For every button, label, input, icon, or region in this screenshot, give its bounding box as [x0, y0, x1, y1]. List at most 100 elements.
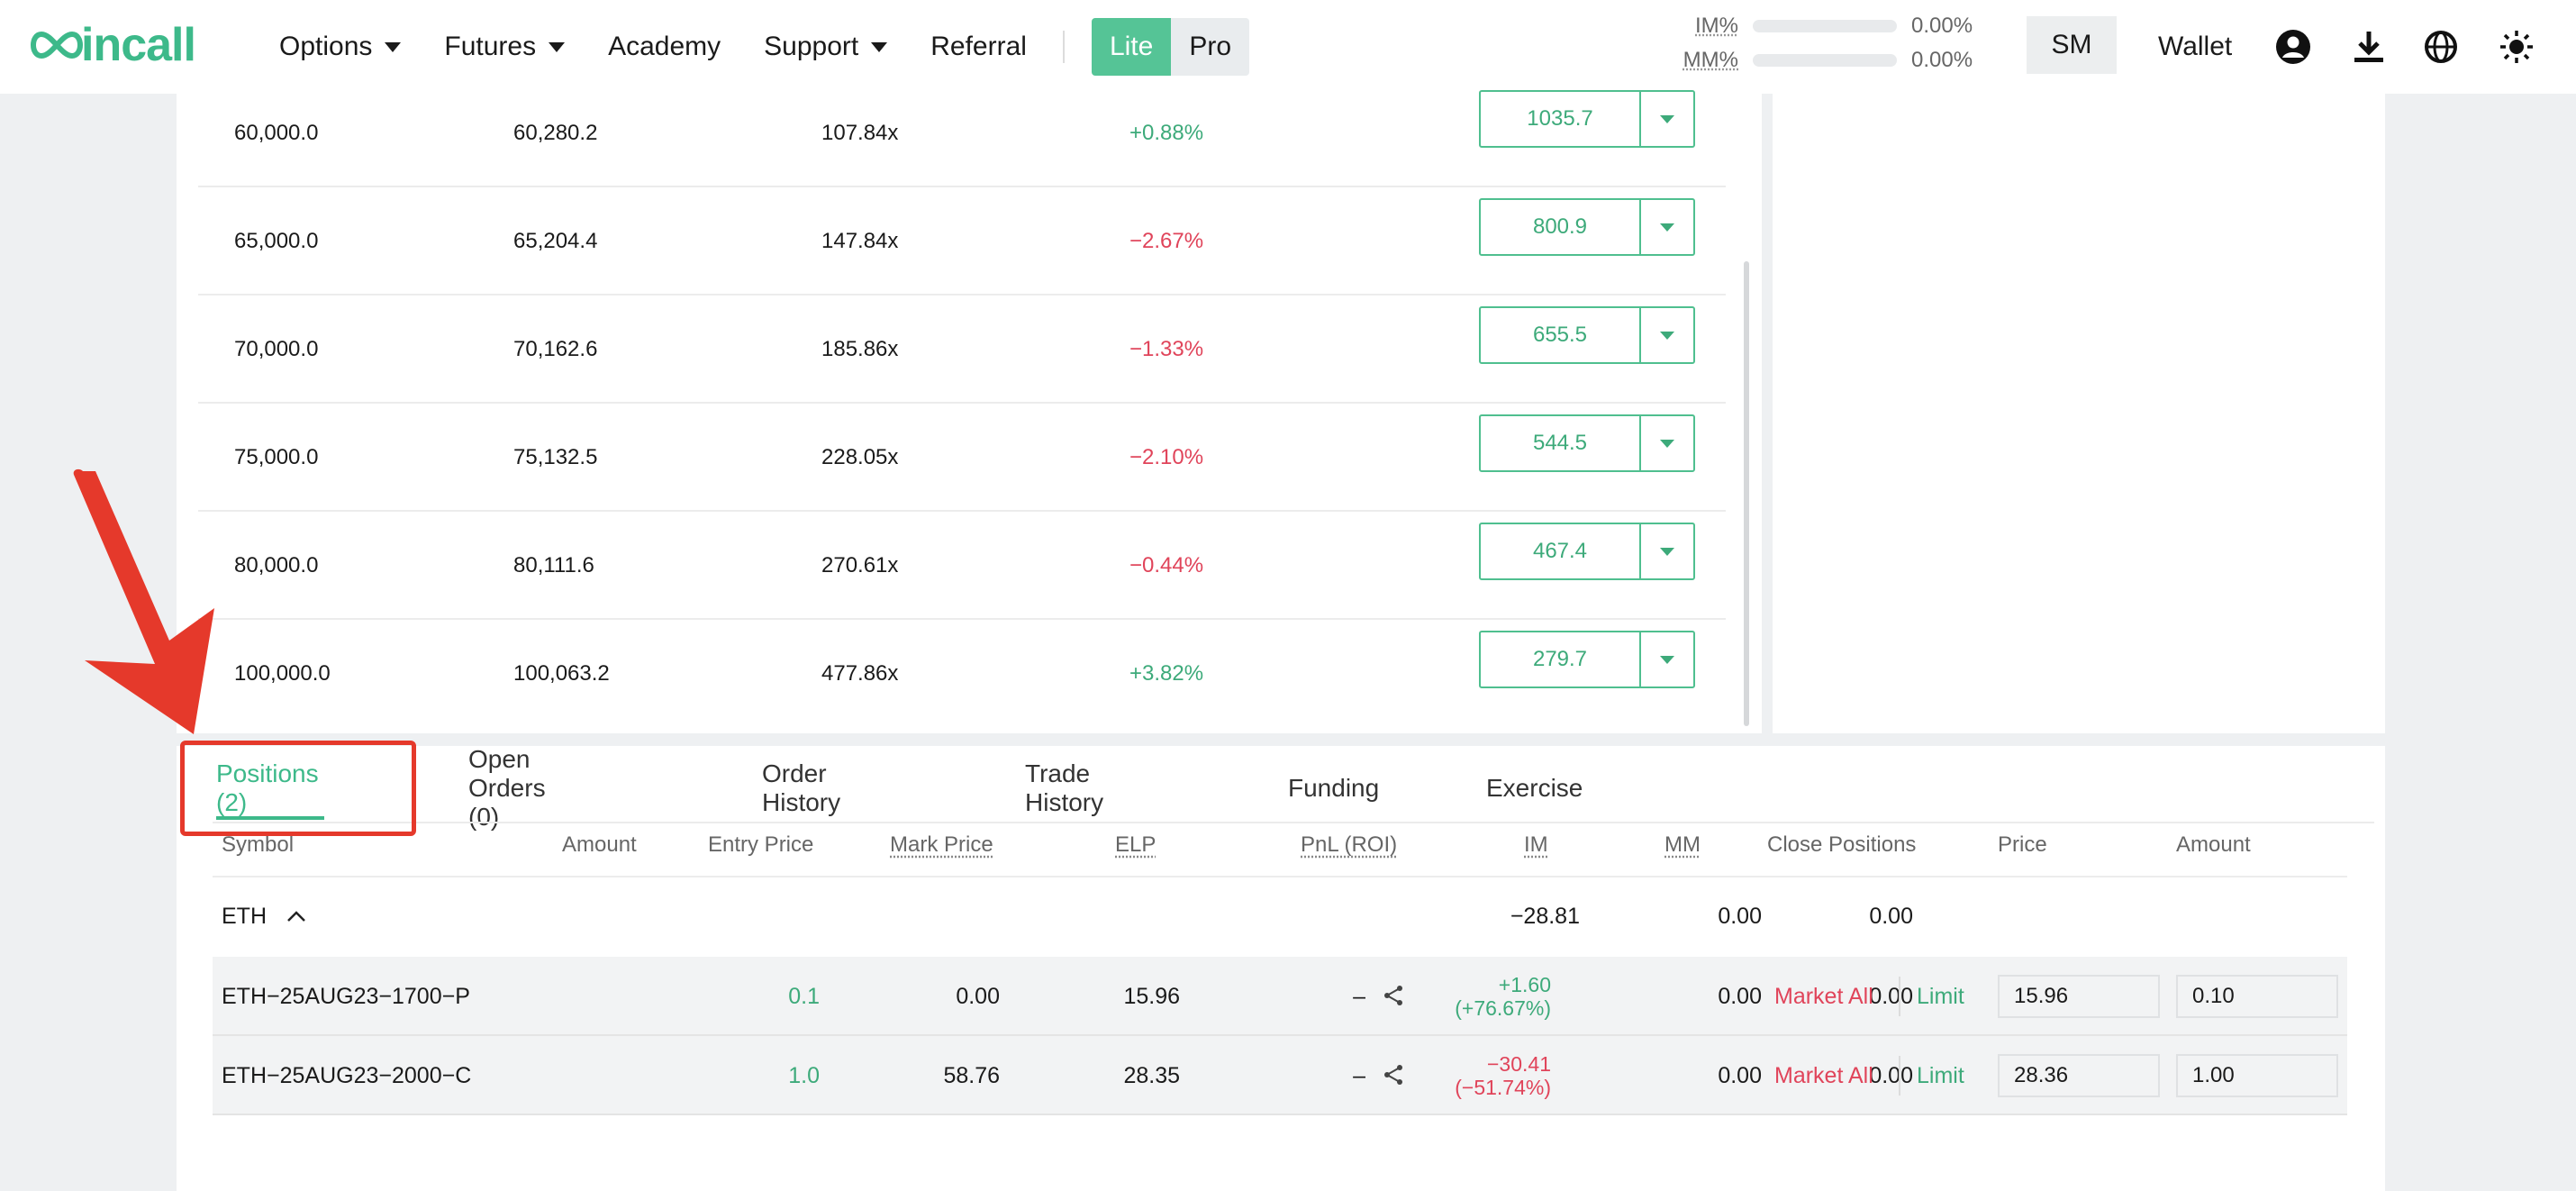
mm-label[interactable]: MM% [1683, 48, 1738, 72]
mode-lite-button[interactable]: Lite [1091, 18, 1172, 76]
strike-row[interactable]: 80,000.0 80,111.6 270.61x −0.44% 467.4 [198, 512, 1726, 620]
account-icon[interactable] [2273, 27, 2313, 67]
chevron-down-icon[interactable] [1641, 92, 1693, 146]
strike-row[interactable]: 65,000.0 65,204.4 147.84x −2.67% 800.9 [198, 187, 1726, 295]
close-amount-input[interactable]: 1.00 [2176, 1054, 2338, 1097]
leverage: 185.86x [821, 337, 899, 361]
buy-price-value[interactable]: 544.5 [1481, 416, 1641, 470]
pnl-value: −30.41 [1487, 1052, 1551, 1076]
position-mm: 0.00 [1869, 1062, 1913, 1088]
nav-support[interactable]: Support [764, 32, 888, 62]
mode-pro-button[interactable]: Pro [1171, 18, 1250, 76]
chevron-down-icon[interactable] [1641, 308, 1693, 362]
col-im[interactable]: IM [1524, 832, 1548, 857]
strike-row[interactable]: 75,000.0 75,132.5 228.05x −2.10% 544.5 [198, 404, 1726, 512]
share-icon[interactable] [1382, 984, 1405, 1007]
sm-button[interactable]: SM [2027, 16, 2117, 74]
strike-row[interactable]: 60,000.0 60,280.2 107.84x +0.88% 1035.7 [198, 79, 1726, 187]
mm-bar [1753, 54, 1897, 67]
price-change: −2.10% [1129, 445, 1204, 469]
buy-price-value[interactable]: 1035.7 [1481, 92, 1641, 146]
theme-sun-icon[interactable] [2497, 27, 2536, 67]
nav-academy-label: Academy [608, 32, 721, 61]
share-icon[interactable] [1382, 1063, 1405, 1086]
tab-exercise[interactable]: Exercise [1486, 774, 1583, 802]
buy-price-value[interactable]: 467.4 [1481, 524, 1641, 578]
tab-open-orders[interactable]: Open Orders (0) [468, 745, 546, 831]
nav-options[interactable]: Options [279, 32, 402, 62]
leverage: 477.86x [821, 661, 899, 686]
download-icon[interactable] [2349, 27, 2389, 67]
col-elp[interactable]: ELP [1115, 832, 1156, 857]
buy-price-value[interactable]: 279.7 [1481, 632, 1641, 686]
buy-price-button[interactable]: 655.5 [1479, 306, 1695, 364]
col-mm[interactable]: MM [1664, 832, 1701, 857]
buy-price-value[interactable]: 655.5 [1481, 308, 1641, 362]
close-price-input[interactable]: 15.96 [1998, 975, 2160, 1018]
action-divider [1899, 977, 1900, 1016]
limit-button[interactable]: Limit [1917, 1062, 1964, 1088]
col-price: Price [1998, 832, 2047, 857]
tab-trade-history[interactable]: Trade History [1025, 759, 1104, 816]
chevron-down-icon[interactable] [1641, 200, 1693, 254]
strike-row[interactable]: 70,000.0 70,162.6 185.86x −1.33% 655.5 [198, 295, 1726, 404]
underlying-price: 80,111.6 [513, 553, 594, 577]
col-entry-price: Entry Price [708, 832, 814, 857]
col-close-amount: Amount [2176, 832, 2251, 857]
group-symbol[interactable]: ETH [222, 877, 306, 955]
position-symbol[interactable]: ETH−25AUG23−2000−C [222, 1062, 472, 1088]
wallet-link[interactable]: Wallet [2158, 32, 2233, 61]
tab-funding[interactable]: Funding [1288, 774, 1380, 802]
strike-price: 60,000.0 [234, 121, 319, 145]
chevron-down-icon[interactable] [1641, 524, 1693, 578]
market-all-button[interactable]: Market All [1774, 1062, 1873, 1088]
close-amount-input[interactable]: 0.10 [2176, 975, 2338, 1018]
buy-price-button[interactable]: 279.7 [1479, 631, 1695, 688]
pnl-value: +1.60 [1498, 973, 1551, 996]
strike-table-panel [177, 94, 1762, 733]
positions-tab-highlight [180, 741, 416, 836]
chevron-down-icon[interactable] [1641, 416, 1693, 470]
position-pnl: −30.41 (−51.74%) [1293, 1036, 1551, 1115]
mode-toggle: Lite Pro [1091, 18, 1250, 76]
buy-price-value[interactable]: 800.9 [1481, 200, 1641, 254]
leverage: 107.84x [821, 121, 899, 145]
chevron-down-icon[interactable] [1641, 632, 1693, 686]
strike-price: 70,000.0 [234, 337, 319, 361]
limit-button[interactable]: Limit [1917, 983, 1964, 1009]
nav-support-label: Support [764, 32, 859, 61]
nav-academy[interactable]: Academy [608, 32, 721, 62]
market-all-button[interactable]: Market All [1774, 983, 1873, 1009]
tabs-divider [213, 822, 2374, 823]
side-panel [1773, 94, 2385, 733]
col-pnl-roi[interactable]: PnL (ROI) [1301, 832, 1398, 857]
chevron-down-icon [385, 41, 402, 52]
nav-referral[interactable]: Referral [930, 32, 1027, 62]
col-mark-price[interactable]: Mark Price [890, 832, 993, 857]
strike-price: 65,000.0 [234, 229, 319, 253]
im-label[interactable]: IM% [1695, 14, 1738, 38]
buy-price-button[interactable]: 467.4 [1479, 523, 1695, 580]
chevron-up-icon[interactable] [286, 910, 306, 923]
chevron-down-icon [871, 41, 888, 52]
buy-price-button[interactable]: 1035.7 [1479, 90, 1695, 148]
position-mm: 0.00 [1869, 983, 1913, 1009]
strike-table-scrollbar[interactable] [1744, 261, 1749, 726]
position-mark-price: 15.96 [1123, 983, 1180, 1009]
main-nav: Options Futures Academy Support Referral… [279, 0, 1250, 94]
buy-price-button[interactable]: 544.5 [1479, 414, 1695, 472]
coincall-logo[interactable]: coincall incall [25, 19, 196, 71]
position-group-row: ETH −28.81 0.00 0.00 [213, 877, 2347, 955]
strike-row[interactable]: 100,000.0 100,063.2 477.86x +3.82% 279.7 [198, 620, 1726, 728]
tab-order-history[interactable]: Order History [762, 759, 841, 816]
nav-futures[interactable]: Futures [444, 32, 566, 62]
tab-positions[interactable]: Positions (2) [216, 759, 319, 816]
buy-price-button[interactable]: 800.9 [1479, 198, 1695, 256]
globe-icon[interactable] [2421, 27, 2461, 67]
action-divider [1899, 1056, 1900, 1096]
position-elp: – [1353, 983, 1365, 1009]
position-symbol[interactable]: ETH−25AUG23−1700−P [222, 983, 470, 1009]
close-price-input[interactable]: 28.36 [1998, 1054, 2160, 1097]
position-im: 0.00 [1718, 983, 1762, 1009]
position-amount: 0.1 [788, 983, 820, 1009]
